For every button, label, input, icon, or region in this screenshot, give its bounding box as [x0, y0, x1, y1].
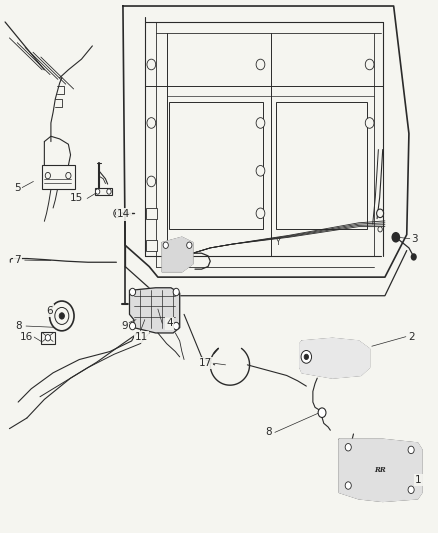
Text: 1: 1: [415, 475, 422, 485]
Circle shape: [392, 232, 400, 243]
Circle shape: [304, 354, 308, 360]
Circle shape: [408, 446, 414, 454]
Circle shape: [256, 165, 265, 176]
Circle shape: [345, 482, 351, 489]
Circle shape: [345, 443, 351, 451]
Circle shape: [147, 118, 155, 128]
Circle shape: [173, 322, 179, 330]
Circle shape: [95, 189, 100, 194]
Polygon shape: [339, 439, 422, 502]
Text: Y: Y: [276, 238, 280, 247]
Text: 14: 14: [117, 209, 131, 220]
Circle shape: [256, 59, 265, 70]
FancyBboxPatch shape: [169, 102, 263, 229]
Text: 6: 6: [46, 305, 53, 316]
Polygon shape: [162, 237, 193, 272]
Circle shape: [378, 227, 382, 232]
Text: 7: 7: [14, 255, 21, 265]
Text: 4: 4: [166, 318, 173, 328]
FancyBboxPatch shape: [146, 240, 157, 251]
Polygon shape: [300, 338, 370, 378]
FancyBboxPatch shape: [146, 208, 157, 219]
Text: 9: 9: [121, 321, 127, 331]
Circle shape: [187, 242, 192, 248]
Circle shape: [107, 189, 111, 194]
Text: 8: 8: [16, 321, 22, 331]
FancyBboxPatch shape: [95, 188, 112, 195]
Text: 17: 17: [198, 358, 212, 368]
Circle shape: [365, 59, 374, 70]
Circle shape: [147, 176, 155, 187]
Circle shape: [114, 209, 121, 217]
Text: 15: 15: [70, 193, 83, 204]
FancyBboxPatch shape: [42, 165, 75, 189]
Circle shape: [45, 335, 50, 341]
Circle shape: [130, 288, 136, 296]
Circle shape: [59, 313, 64, 319]
Circle shape: [163, 242, 168, 248]
Text: 8: 8: [265, 427, 272, 438]
FancyBboxPatch shape: [41, 332, 55, 344]
Circle shape: [66, 172, 71, 179]
Circle shape: [173, 288, 179, 296]
Text: 2: 2: [408, 332, 414, 342]
Circle shape: [55, 308, 69, 325]
Circle shape: [49, 301, 74, 331]
Circle shape: [130, 322, 136, 330]
Circle shape: [377, 209, 384, 217]
Circle shape: [408, 486, 414, 494]
Text: 5: 5: [14, 183, 21, 193]
Circle shape: [116, 211, 119, 215]
Text: 3: 3: [411, 234, 418, 244]
Circle shape: [318, 408, 326, 417]
Text: 11: 11: [135, 332, 148, 342]
Text: RR: RR: [374, 465, 386, 474]
Text: 16: 16: [19, 332, 33, 342]
Circle shape: [301, 351, 311, 364]
Circle shape: [45, 172, 50, 179]
FancyBboxPatch shape: [276, 102, 367, 229]
Circle shape: [365, 118, 374, 128]
Circle shape: [256, 118, 265, 128]
Circle shape: [411, 253, 417, 261]
Polygon shape: [130, 288, 180, 333]
Circle shape: [256, 208, 265, 219]
Circle shape: [147, 59, 155, 70]
